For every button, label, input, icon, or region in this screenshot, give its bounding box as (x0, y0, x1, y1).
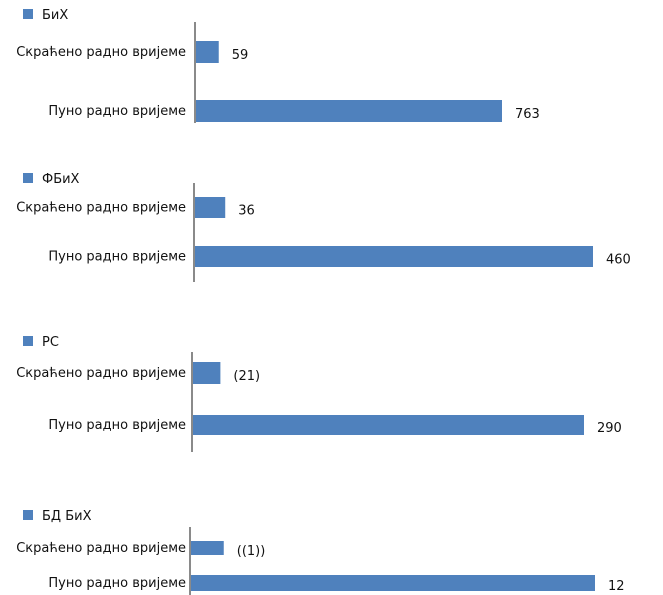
bar (190, 541, 224, 555)
legend-swatch (23, 173, 33, 183)
category-label: Скраћено радно вријеме (16, 366, 186, 381)
legend-swatch (23, 510, 33, 520)
bar (195, 100, 502, 122)
bar (194, 246, 593, 267)
category-label: Пуно радно вријеме (48, 418, 186, 433)
category-label: Пуно радно вријеме (48, 576, 186, 591)
bar (192, 362, 221, 384)
legend-label: РС (42, 335, 59, 350)
legend-swatch (23, 336, 33, 346)
data-label: 460 (606, 253, 631, 268)
bar (190, 575, 595, 591)
category-label: Скраћено радно вријеме (16, 201, 186, 216)
legend-swatch (23, 9, 33, 19)
data-label: ((1)) (237, 544, 266, 559)
category-label: Пуно радно вријеме (48, 104, 186, 119)
data-label: 12 (608, 579, 625, 594)
category-label: Пуно радно вријеме (48, 250, 186, 265)
category-label: Скраћено радно вријеме (16, 45, 186, 60)
category-label: Скраћено радно вријеме (16, 541, 186, 556)
data-label: 290 (597, 421, 622, 436)
data-label: (21) (233, 369, 260, 384)
data-label: 59 (232, 48, 249, 63)
data-label: 36 (238, 204, 255, 219)
data-label: 763 (515, 107, 540, 122)
bar (195, 41, 219, 63)
bar (192, 415, 584, 435)
legend-label: ФБиХ (42, 172, 80, 187)
legend-label: БиХ (42, 8, 68, 23)
bar (194, 197, 226, 218)
legend-label: БД БиХ (42, 509, 92, 524)
